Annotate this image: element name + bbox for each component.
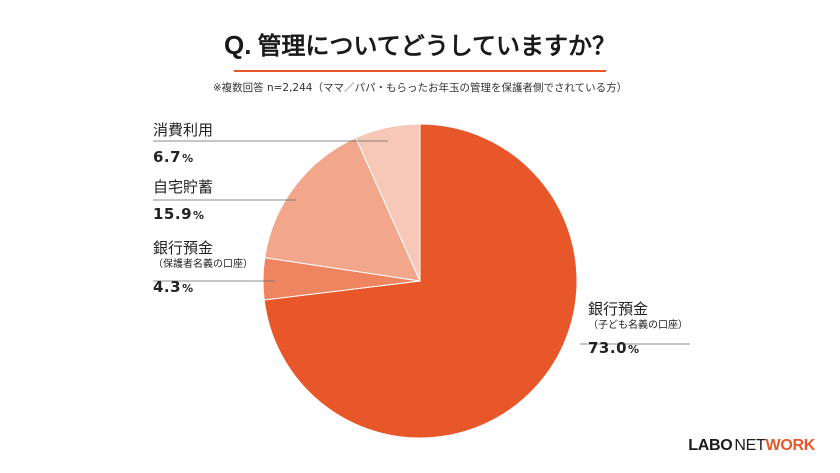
brand-logo: LABO NETWORK [688, 437, 815, 454]
slice-2-name: 自宅貯蓄 [153, 178, 214, 196]
label-slice-1: 銀行預金 （保護者名義の口座） 4.3% [153, 239, 253, 300]
pie-slice-3 [355, 123, 421, 282]
question-prefix: Q. [223, 30, 252, 60]
slice-1-sub: （保護者名義の口座） [153, 259, 253, 270]
slice-0-name: 銀行預金 [588, 300, 649, 318]
slice-1-value: 4.3% [153, 278, 194, 296]
label-slice-2: 自宅貯蓄 15.9% [153, 178, 213, 227]
label-slice-0: 銀行預金 （子ども名義の口座） 73.0% [588, 300, 688, 361]
slice-0-sub: （子ども名義の口座） [588, 320, 688, 331]
label-slice-3: 消費利用 6.7% [153, 121, 213, 170]
pie-slice-2 [264, 137, 421, 282]
question-text: 管理についてどうしていますか？ [257, 32, 616, 60]
slice-3-value: 6.7% [153, 148, 194, 166]
slice-0-value: 73.0% [588, 339, 640, 357]
title-underline [234, 70, 606, 72]
slice-1-name: 銀行預金 [153, 239, 214, 257]
pie-slice-0 [263, 123, 578, 439]
slice-2-value: 15.9% [153, 205, 205, 223]
survey-note: ※複数回答 n=2,244（ママ／パパ・もらったお年玉の管理を保護者側でされてい… [212, 82, 628, 94]
chart-title: Q. 管理についてどうしていますか？ [0, 26, 840, 61]
slice-3-name: 消費利用 [153, 121, 214, 139]
